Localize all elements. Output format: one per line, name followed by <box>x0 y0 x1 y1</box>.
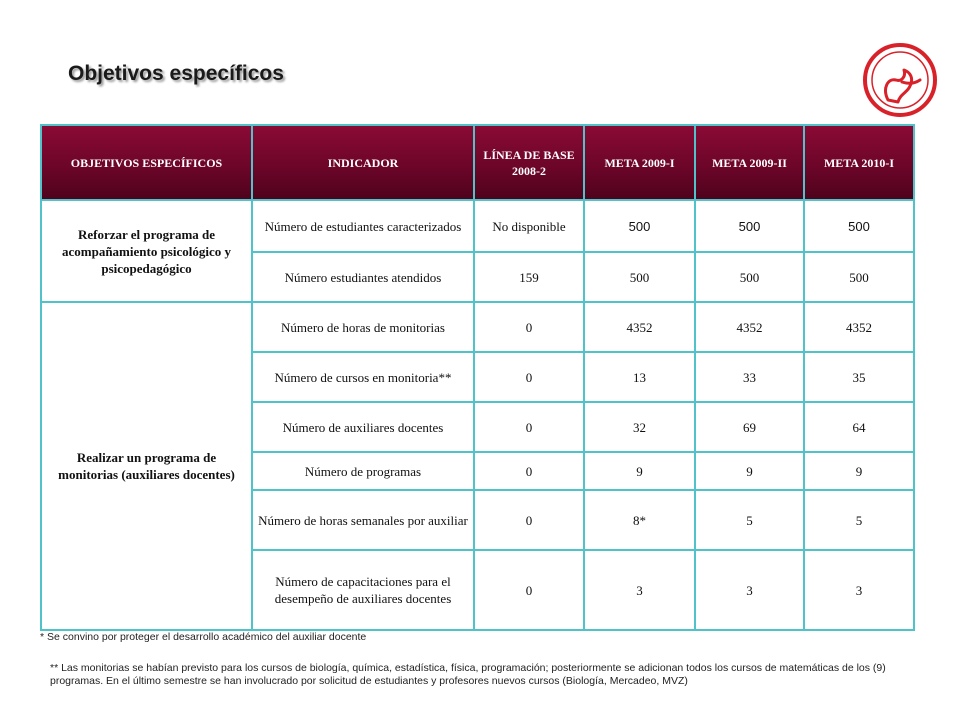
header-linea-base: LÍNEA DE BASE 2008-2 <box>473 124 585 201</box>
baseline-cell: 0 <box>473 489 585 551</box>
goal-cell: 4352 <box>694 301 805 353</box>
indicator-cell: Número de capacitaciones para el desempe… <box>251 549 475 631</box>
table-row: Número de cursos en monitoria** 0 13 33 … <box>41 351 915 403</box>
indicator-cell: Número de horas semanales por auxiliar <box>251 489 475 551</box>
goal-cell: 69 <box>694 401 805 453</box>
goal-cell: 9 <box>583 451 696 491</box>
goal-cell: 9 <box>803 451 915 491</box>
footnote-1: * Se convino por proteger el desarrollo … <box>40 631 367 643</box>
footnote-2: ** Las monitorias se habían previsto par… <box>50 662 886 687</box>
goal-cell: 35 <box>803 351 915 403</box>
table-row: Número estudiantes atendidos 159 500 500… <box>41 251 915 303</box>
header-meta-2010-1: META 2010-I <box>803 124 915 201</box>
header-meta-2009-1: META 2009-I <box>583 124 696 201</box>
indicator-cell: Número de cursos en monitoria** <box>251 351 475 403</box>
indicator-cell: Número estudiantes atendidos <box>251 251 475 303</box>
header-indicador: INDICADOR <box>251 124 475 201</box>
objective-cell: Reforzar el programa de acompañamiento p… <box>40 199 253 303</box>
goal-cell: 5 <box>694 489 805 551</box>
table-row: Reforzar el programa de acompañamiento p… <box>40 199 915 303</box>
goal-cell: 4352 <box>803 301 915 353</box>
goal-cell: 33 <box>694 351 805 403</box>
goal-cell: 500 <box>583 199 696 253</box>
header-objetivos: OBJETIVOS ESPECÍFICOS <box>40 124 253 201</box>
baseline-cell: 0 <box>473 451 585 491</box>
goal-cell: 500 <box>803 199 915 253</box>
baseline-cell: 0 <box>473 549 585 631</box>
goal-cell: 13 <box>583 351 696 403</box>
baseline-cell: 159 <box>473 251 585 303</box>
goal-cell: 3 <box>803 549 915 631</box>
table-row: Número de capacitaciones para el desempe… <box>41 549 915 631</box>
goal-cell: 500 <box>694 251 805 303</box>
table-row: Realizar un programa de monitorias (auxi… <box>40 301 915 631</box>
goal-cell: 9 <box>694 451 805 491</box>
indicator-cell: Número de auxiliares docentes <box>251 401 475 453</box>
table-header-row: OBJETIVOS ESPECÍFICOS INDICADOR LÍNEA DE… <box>40 124 915 201</box>
goal-cell: 8* <box>583 489 696 551</box>
goal-cell: 500 <box>583 251 696 303</box>
baseline-cell: 0 <box>473 301 585 353</box>
objectives-table: OBJETIVOS ESPECÍFICOS INDICADOR LÍNEA DE… <box>40 124 915 631</box>
unillanos-logo <box>863 43 937 117</box>
table-row: Número de auxiliares docentes 0 32 69 64 <box>41 401 915 453</box>
baseline-cell: 0 <box>473 351 585 403</box>
page-title: Objetivos específicos <box>68 62 284 85</box>
indicator-cell: Número de estudiantes caracterizados <box>251 199 475 253</box>
indicator-cell: Número de horas de monitorias <box>251 301 475 353</box>
baseline-cell: 0 <box>473 401 585 453</box>
indicator-cell: Número de programas <box>251 451 475 491</box>
goal-cell: 64 <box>803 401 915 453</box>
goal-cell: 3 <box>694 549 805 631</box>
goal-cell: 500 <box>694 199 805 253</box>
baseline-cell: No disponible <box>473 199 585 253</box>
goal-cell: 500 <box>803 251 915 303</box>
goal-cell: 3 <box>583 549 696 631</box>
header-meta-2009-2: META 2009-II <box>694 124 805 201</box>
objective-cell: Realizar un programa de monitorias (auxi… <box>40 301 253 631</box>
goal-cell: 32 <box>583 401 696 453</box>
goal-cell: 4352 <box>583 301 696 353</box>
table-row: Número de horas semanales por auxiliar 0… <box>41 489 915 551</box>
goal-cell: 5 <box>803 489 915 551</box>
table-row: Número de programas 0 9 9 9 <box>41 451 915 491</box>
